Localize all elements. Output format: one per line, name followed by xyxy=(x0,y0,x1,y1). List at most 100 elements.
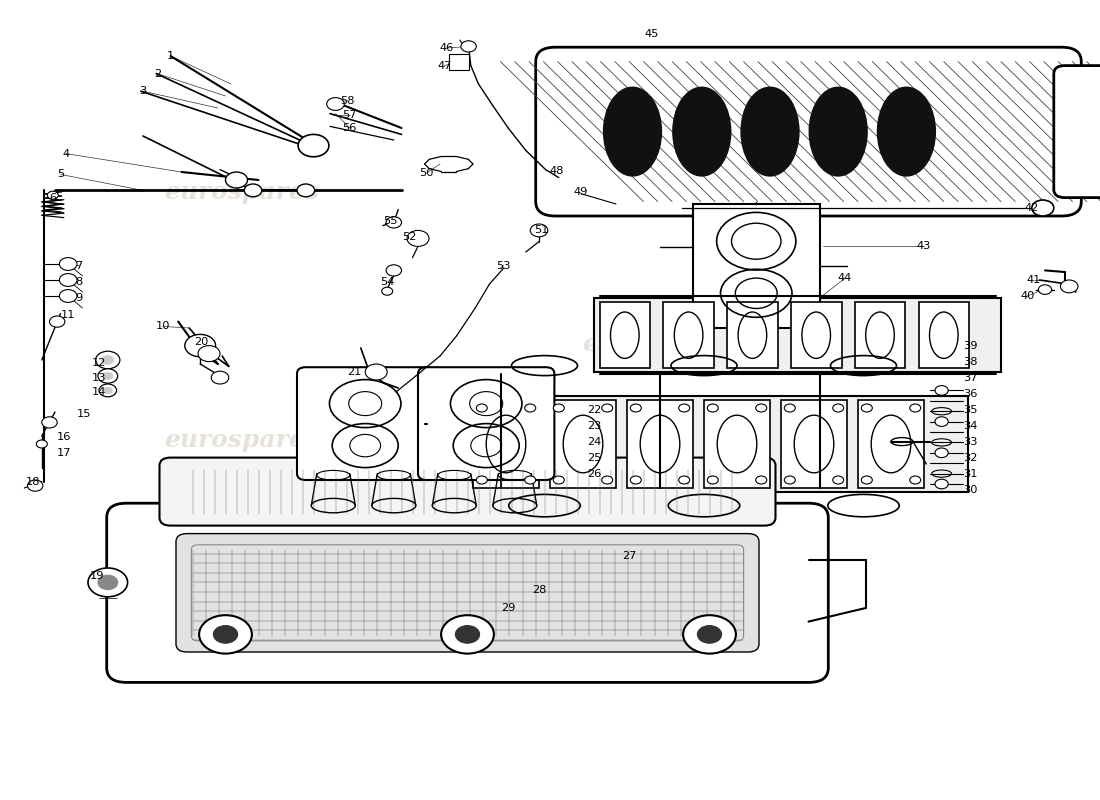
Circle shape xyxy=(553,404,564,412)
Text: 9: 9 xyxy=(76,293,82,302)
Circle shape xyxy=(297,184,315,197)
Text: 10: 10 xyxy=(155,322,170,331)
Text: 56: 56 xyxy=(342,123,358,133)
Text: 17: 17 xyxy=(56,448,72,458)
Circle shape xyxy=(42,417,57,428)
FancyBboxPatch shape xyxy=(663,302,714,368)
FancyBboxPatch shape xyxy=(536,47,1081,216)
Circle shape xyxy=(99,384,117,397)
Text: 18: 18 xyxy=(25,477,41,486)
Text: 41: 41 xyxy=(1026,275,1042,285)
FancyBboxPatch shape xyxy=(468,396,968,492)
Circle shape xyxy=(327,98,344,110)
Circle shape xyxy=(935,386,948,395)
FancyBboxPatch shape xyxy=(418,367,554,480)
Text: 40: 40 xyxy=(1020,291,1035,301)
Text: 34: 34 xyxy=(962,421,978,430)
FancyBboxPatch shape xyxy=(594,298,1001,372)
Text: 42: 42 xyxy=(1025,203,1038,213)
FancyBboxPatch shape xyxy=(704,400,770,488)
Text: 45: 45 xyxy=(644,29,659,38)
Circle shape xyxy=(50,316,65,327)
Circle shape xyxy=(386,265,402,276)
Text: 8: 8 xyxy=(76,277,82,286)
Circle shape xyxy=(59,274,77,286)
Text: 23: 23 xyxy=(586,421,602,430)
Text: 43: 43 xyxy=(916,242,932,251)
Circle shape xyxy=(226,172,248,188)
Text: 6: 6 xyxy=(50,194,56,203)
Circle shape xyxy=(96,351,120,369)
Circle shape xyxy=(103,387,112,394)
Circle shape xyxy=(756,404,767,412)
Text: 53: 53 xyxy=(496,261,512,270)
FancyBboxPatch shape xyxy=(727,302,778,368)
FancyBboxPatch shape xyxy=(855,302,905,368)
Circle shape xyxy=(833,404,844,412)
Circle shape xyxy=(407,230,429,246)
FancyBboxPatch shape xyxy=(473,400,539,488)
Circle shape xyxy=(198,346,220,362)
Text: 3: 3 xyxy=(140,86,146,96)
Text: 49: 49 xyxy=(573,187,588,197)
Text: 25: 25 xyxy=(586,453,602,462)
Text: 29: 29 xyxy=(500,603,516,613)
Text: 55: 55 xyxy=(383,216,398,226)
Text: 54: 54 xyxy=(379,277,395,286)
Circle shape xyxy=(98,575,118,590)
FancyBboxPatch shape xyxy=(297,367,433,480)
Circle shape xyxy=(244,184,262,197)
Circle shape xyxy=(28,480,43,491)
FancyBboxPatch shape xyxy=(791,302,842,368)
Text: 50: 50 xyxy=(419,168,435,178)
FancyBboxPatch shape xyxy=(107,503,828,682)
Circle shape xyxy=(101,355,114,364)
Text: 32: 32 xyxy=(962,453,978,462)
Text: 52: 52 xyxy=(402,232,417,242)
Text: 27: 27 xyxy=(621,551,637,561)
Circle shape xyxy=(88,568,128,597)
Text: 48: 48 xyxy=(549,166,564,176)
Circle shape xyxy=(185,334,216,357)
Circle shape xyxy=(103,372,112,380)
FancyBboxPatch shape xyxy=(600,302,650,368)
Text: eurospares: eurospares xyxy=(165,428,319,452)
Circle shape xyxy=(59,258,77,270)
Circle shape xyxy=(476,404,487,412)
Circle shape xyxy=(630,476,641,484)
Circle shape xyxy=(382,287,393,295)
Circle shape xyxy=(602,404,613,412)
Text: 19: 19 xyxy=(89,571,104,581)
Text: 28: 28 xyxy=(531,586,547,595)
Circle shape xyxy=(476,476,487,484)
FancyBboxPatch shape xyxy=(918,302,969,368)
Text: 11: 11 xyxy=(60,310,76,320)
Text: 30: 30 xyxy=(962,485,978,494)
FancyBboxPatch shape xyxy=(1054,66,1100,198)
Circle shape xyxy=(59,290,77,302)
Text: 2: 2 xyxy=(154,69,161,78)
Text: 22: 22 xyxy=(587,405,601,414)
Ellipse shape xyxy=(810,88,867,176)
Circle shape xyxy=(784,476,795,484)
FancyBboxPatch shape xyxy=(160,458,775,526)
Text: 31: 31 xyxy=(962,469,978,478)
Ellipse shape xyxy=(604,88,661,176)
Circle shape xyxy=(935,479,948,489)
Circle shape xyxy=(910,476,921,484)
Circle shape xyxy=(707,476,718,484)
Ellipse shape xyxy=(878,88,935,176)
Circle shape xyxy=(935,448,948,458)
Circle shape xyxy=(98,369,118,383)
Text: 26: 26 xyxy=(587,469,601,478)
Circle shape xyxy=(211,371,229,384)
Text: 14: 14 xyxy=(91,387,107,397)
Circle shape xyxy=(298,134,329,157)
Text: 7: 7 xyxy=(76,261,82,270)
Circle shape xyxy=(47,191,58,199)
Circle shape xyxy=(213,626,238,643)
Circle shape xyxy=(1032,200,1054,216)
FancyBboxPatch shape xyxy=(449,54,469,70)
Text: 33: 33 xyxy=(962,437,978,446)
Ellipse shape xyxy=(878,88,935,176)
